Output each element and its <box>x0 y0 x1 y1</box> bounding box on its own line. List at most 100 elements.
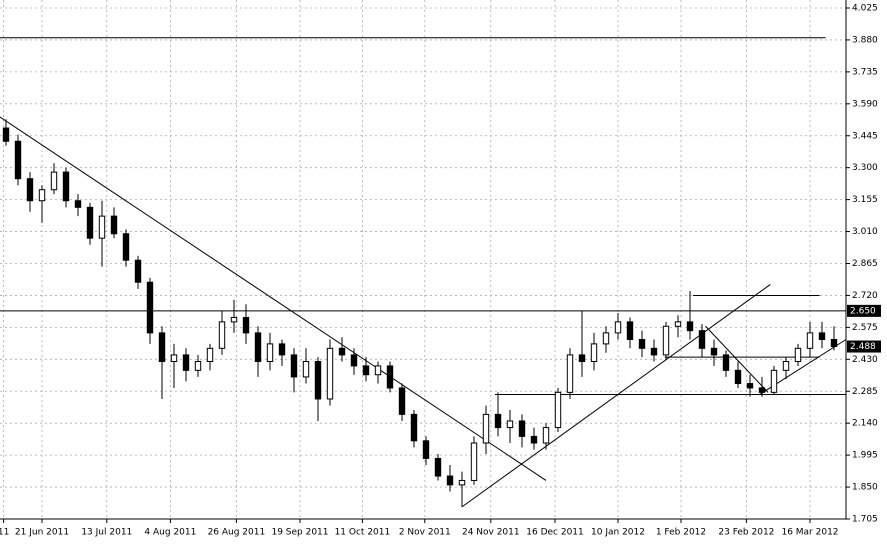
candle-body <box>722 354 730 371</box>
candle-body <box>806 332 814 349</box>
x-tick-label: 19 Sep 2011 <box>271 528 328 538</box>
x-tick-label: 16 Dec 2011 <box>526 528 584 538</box>
candle-body <box>2 127 10 142</box>
candle-body <box>302 361 310 378</box>
candle-body <box>362 365 370 376</box>
candle-body <box>182 354 190 371</box>
candle-body <box>374 365 382 376</box>
y-tick-label: 2.430 <box>852 355 878 365</box>
candle-body <box>194 361 202 371</box>
candle-body <box>686 321 694 332</box>
candle-body <box>254 332 262 363</box>
candle-body <box>158 332 166 363</box>
candle-body <box>386 365 394 389</box>
candle-body <box>458 479 466 486</box>
candle-body <box>206 347 214 363</box>
x-tick-label: 10 Jan 2012 <box>591 528 645 538</box>
candle-body <box>326 347 334 400</box>
y-tick-label: 2.865 <box>852 259 878 269</box>
candle-body <box>422 440 430 459</box>
price-tag-label: 2.488 <box>850 342 876 352</box>
x-tick-label: 21 Jun 2011 <box>15 528 69 538</box>
y-tick-label: 1.705 <box>852 515 878 525</box>
candle-body <box>830 338 838 348</box>
candle-body <box>614 321 622 334</box>
candle-body <box>794 347 802 363</box>
candle-body <box>14 140 22 180</box>
candle-body <box>434 457 442 477</box>
y-tick-label: 2.140 <box>852 419 878 429</box>
y-tick-label: 3.880 <box>852 35 878 45</box>
candle-body <box>266 343 274 363</box>
x-tick-label: 13 Jul 2011 <box>81 528 132 538</box>
candle-body <box>746 383 754 389</box>
candle-body <box>398 387 406 415</box>
candle-body <box>782 361 790 371</box>
candle-body <box>86 206 94 239</box>
candle-body <box>98 215 106 239</box>
x-tick-label: 4 Aug 2011 <box>144 528 196 538</box>
candle-body <box>110 215 118 235</box>
y-tick-label: 1.850 <box>852 483 878 493</box>
candle-body <box>674 321 682 327</box>
candle-body <box>638 338 646 349</box>
y-tick-label: 2.575 <box>852 323 878 333</box>
candle-body <box>506 420 514 429</box>
candle-body <box>134 259 142 283</box>
price-tag-label: 2.650 <box>850 306 876 316</box>
y-tick-label: 3.735 <box>852 67 878 77</box>
trend-line <box>705 325 769 393</box>
y-tick-label: 4.025 <box>852 4 878 14</box>
candle-body <box>278 343 286 356</box>
price-tag <box>847 304 881 317</box>
candle-body <box>578 354 586 363</box>
candle-body <box>554 391 562 429</box>
candle-body <box>242 316 250 334</box>
y-tick-label: 2.720 <box>852 291 878 301</box>
candle-body <box>350 354 358 367</box>
candle-body <box>26 178 34 202</box>
candle-body <box>218 321 226 349</box>
candle-body <box>446 475 454 486</box>
candle-body <box>734 369 742 385</box>
candle-body <box>122 233 130 261</box>
candle-body <box>602 332 610 345</box>
candle-body <box>542 427 550 444</box>
candle-body <box>170 354 178 363</box>
candle-body <box>530 435 538 444</box>
candle-body <box>230 316 238 323</box>
y-tick-label: 3.445 <box>852 131 878 141</box>
y-tick-label: 3.590 <box>852 99 878 109</box>
y-tick-label: 3.010 <box>852 227 878 237</box>
y-tick-label: 1.995 <box>852 451 878 461</box>
price-tag <box>847 340 881 353</box>
candle-body <box>770 369 778 393</box>
candle-body <box>662 325 670 356</box>
candle-body <box>482 413 490 444</box>
x-tick-label: 1 Feb 2012 <box>656 528 706 538</box>
x-tick-label: 23 Feb 2012 <box>718 528 774 538</box>
x-tick-label: 2 Nov 2011 <box>399 528 451 538</box>
x-tick-label: 11 <box>0 528 9 538</box>
y-tick-label: 3.155 <box>852 195 878 205</box>
candle-body <box>494 413 502 429</box>
candle-body <box>518 420 526 437</box>
candle-body <box>50 171 58 191</box>
candle-body <box>38 189 46 202</box>
x-tick-label: 26 Aug 2011 <box>208 528 266 538</box>
candle-body <box>338 347 346 356</box>
candle-body <box>698 330 706 349</box>
trend-line <box>461 284 771 508</box>
candle-body <box>710 347 718 356</box>
candle-body <box>290 354 298 378</box>
trend-line <box>0 116 547 481</box>
candle-body <box>626 321 634 340</box>
candle-body <box>146 281 154 334</box>
candle-body <box>818 332 826 340</box>
candle-body <box>566 354 574 393</box>
candle-body <box>314 361 322 400</box>
candle-body <box>410 413 418 442</box>
